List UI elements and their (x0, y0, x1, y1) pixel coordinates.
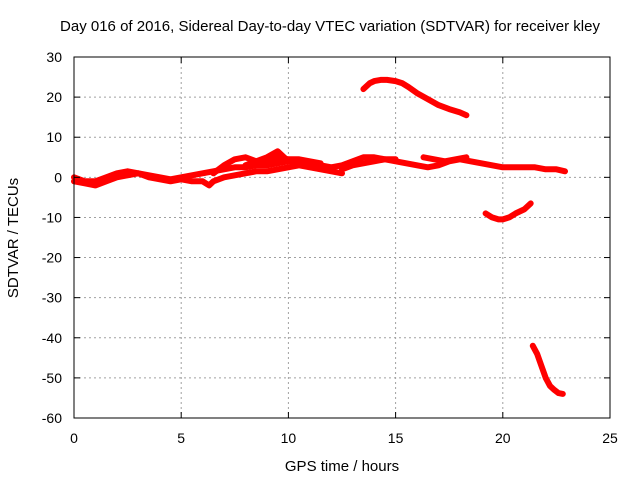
x-tick-label: 25 (602, 430, 618, 446)
x-tick-label: 10 (281, 430, 297, 446)
series-drop-22 (529, 342, 566, 397)
data-series (71, 76, 568, 397)
series-baseline-lower (71, 162, 345, 189)
y-tick-label: 10 (46, 129, 62, 145)
axis-ticks: 0 5 10 15 20 25 -60 -50 -40 -30 -20 -10 0 10 20 30 (42, 49, 618, 446)
y-tick-label: -30 (42, 290, 62, 306)
series-segment-16-18 (420, 154, 470, 165)
y-tick-label: -60 (42, 410, 62, 426)
y-tick-label: 20 (46, 89, 62, 105)
series-segment-8-10 (242, 148, 292, 169)
series-upper-arc (360, 76, 470, 119)
x-tick-label: 15 (388, 430, 404, 446)
x-tick-label: 0 (70, 430, 78, 446)
series-segment-13-15 (339, 156, 399, 173)
chart-title: Day 016 of 2016, Sidereal Day-to-day VTE… (60, 18, 600, 35)
grid-lines (74, 57, 610, 418)
series-dip-20 (482, 200, 534, 223)
series-baseline-upper (210, 154, 324, 177)
y-tick-label: -40 (42, 330, 62, 346)
y-tick-label: 0 (54, 169, 62, 185)
y-tick-label: -10 (42, 209, 62, 225)
y-tick-label: -50 (42, 370, 62, 386)
plot-frame (73, 56, 611, 419)
x-tick-label: 20 (495, 430, 511, 446)
x-axis-label: GPS time / hours (285, 458, 399, 475)
y-tick-label: -20 (42, 250, 62, 266)
y-tick-label: 30 (46, 49, 62, 65)
y-axis-label: SDTVAR / TECUs (5, 178, 22, 298)
x-tick-label: 5 (177, 430, 185, 446)
